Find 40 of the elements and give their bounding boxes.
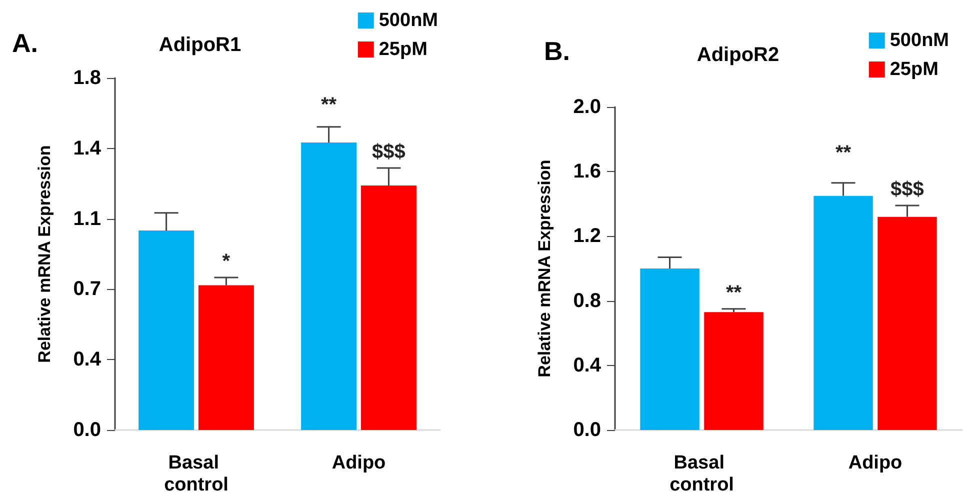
chart-title: AdipoR2 xyxy=(696,44,780,66)
annotation: $$$ xyxy=(372,140,406,163)
y-tick-label: 0.8 xyxy=(573,290,601,312)
bar xyxy=(360,186,416,430)
annotation: ** xyxy=(726,282,742,304)
text: A. xyxy=(12,28,38,58)
y-tick-label: 1.8 xyxy=(73,67,101,89)
bar xyxy=(640,268,700,430)
x-tick-label: Adipo xyxy=(848,452,902,474)
bar xyxy=(301,142,357,430)
annotation: ** xyxy=(835,142,852,164)
chart-title: AdipoR1 xyxy=(158,34,242,56)
annotation: * xyxy=(222,250,230,272)
y-tick-label: 1.1 xyxy=(73,208,101,230)
y-axis-title: Relative mRNA Expression xyxy=(35,145,54,363)
y-tick-label: 1.6 xyxy=(573,160,601,183)
text: B. xyxy=(544,36,570,66)
annotation: ** xyxy=(321,94,337,116)
legend-label: 25pM xyxy=(890,59,938,80)
bar xyxy=(878,216,937,430)
y-tick-label: 1.4 xyxy=(73,137,102,160)
y-tick-label: 0.4 xyxy=(73,348,102,371)
y-tick-label: 1.2 xyxy=(573,225,601,248)
x-tick-label: Adipo xyxy=(332,452,386,474)
y-tick-label: 0.0 xyxy=(73,419,101,441)
y-axis-title: Relative mRNA Expression xyxy=(535,160,554,378)
y-tick-label: 0.0 xyxy=(573,419,601,441)
y-tick-label: 0.4 xyxy=(573,354,602,376)
x-tick-label: Basal control xyxy=(670,452,734,496)
bar xyxy=(198,285,254,430)
bar xyxy=(814,196,873,430)
legend-label: 25pM xyxy=(378,39,428,60)
y-tick-label: 0.7 xyxy=(73,278,101,300)
legend-label: 500nM xyxy=(890,30,950,51)
annotation: $$$ xyxy=(890,178,924,201)
x-tick-label: Basal control xyxy=(164,452,228,496)
bar xyxy=(704,312,764,430)
bar xyxy=(138,230,194,430)
legend-label: 500nM xyxy=(378,10,438,31)
y-tick-label: 2.0 xyxy=(573,96,601,118)
